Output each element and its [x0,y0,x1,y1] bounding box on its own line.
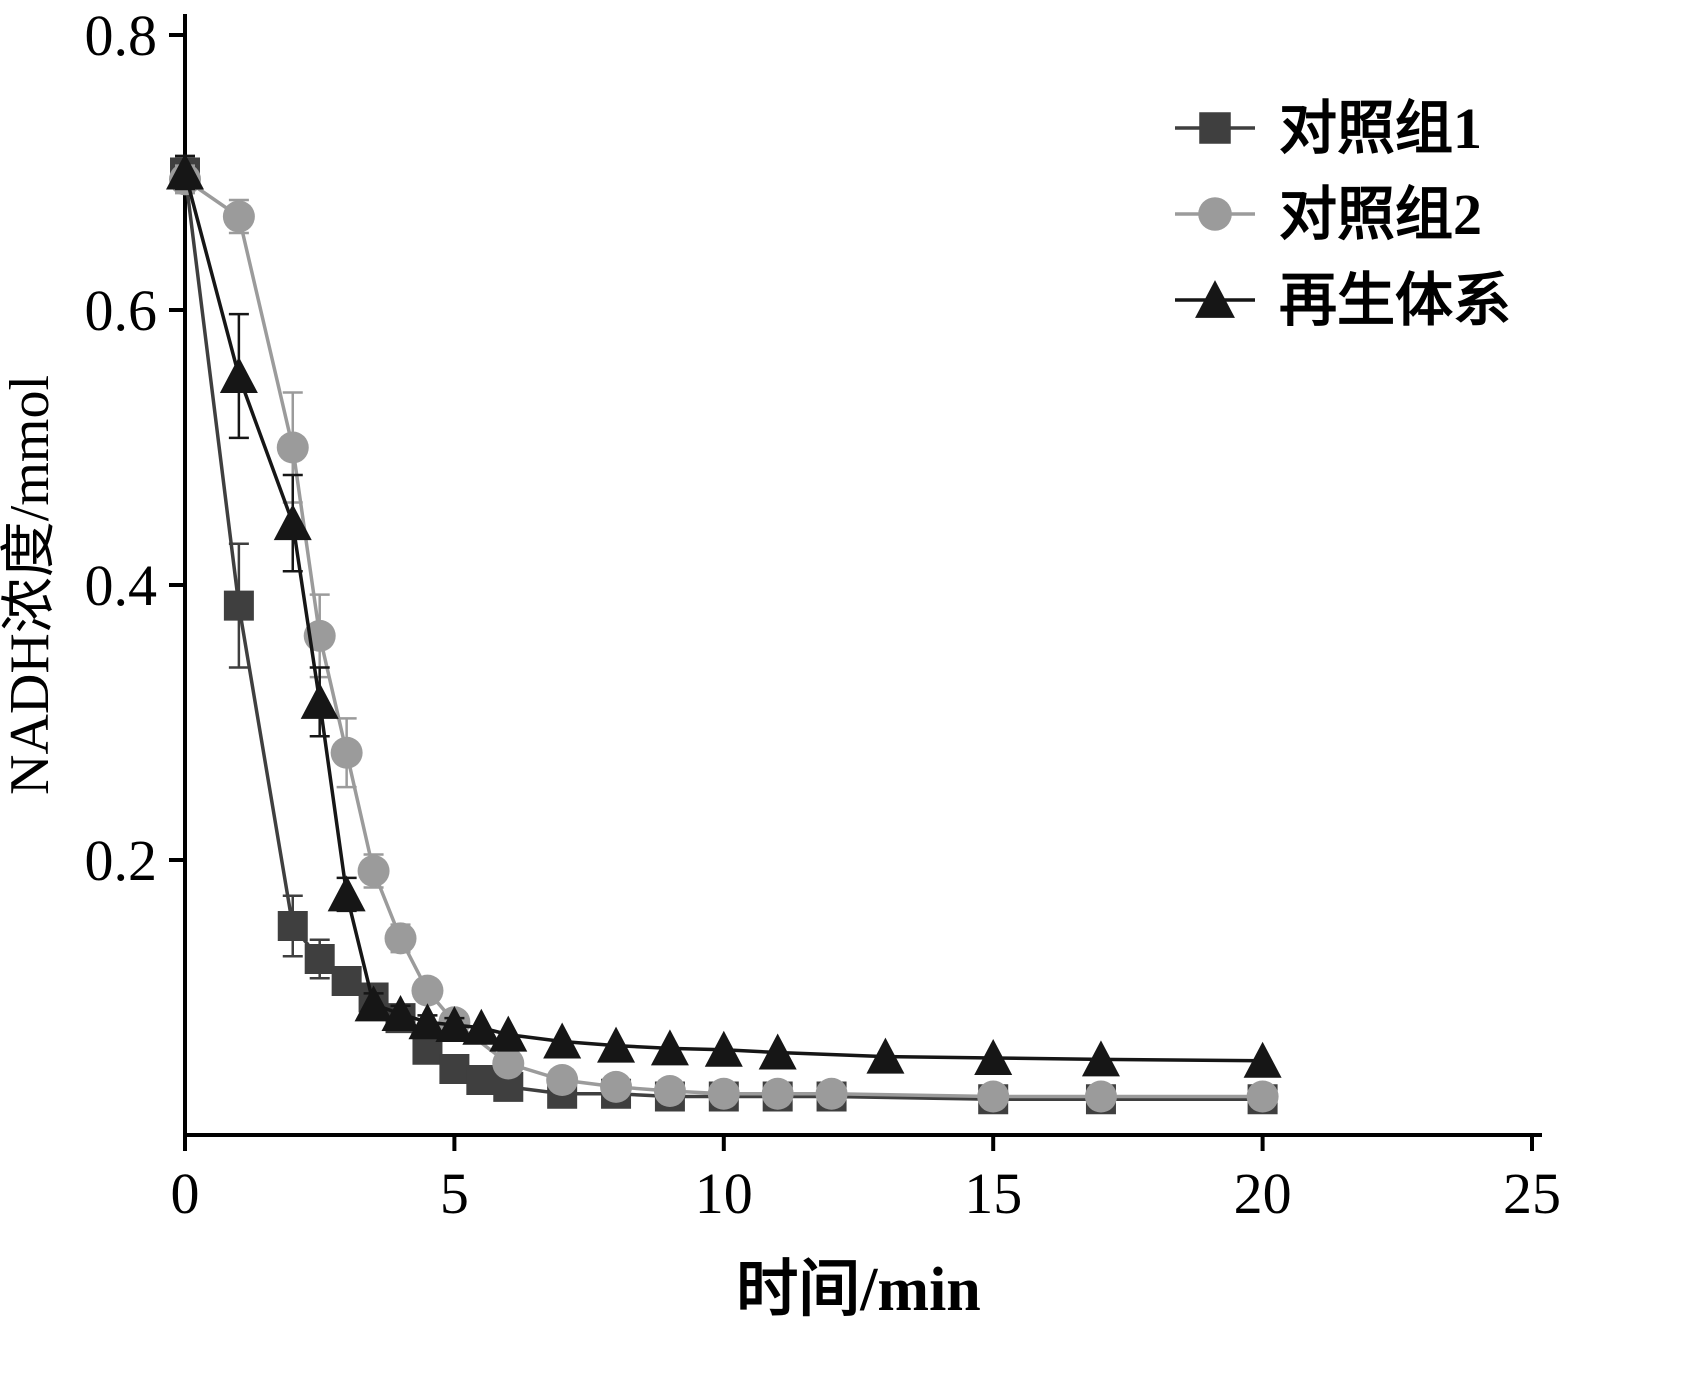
y-axis-label: NADH浓度/mmol [0,375,61,795]
y-tick-label: 0.8 [85,3,158,68]
circle-marker [384,922,417,955]
legend: 对照组1 对照组2 再生体系 [1175,96,1511,333]
circle-marker [653,1075,686,1107]
triangle-marker [408,1003,447,1040]
triangle-marker [1081,1040,1120,1077]
triangle-marker [866,1037,905,1074]
circle-marker [492,1047,525,1080]
triangle-marker [327,875,366,912]
x-axis-label: 时间/min [736,1256,981,1324]
circle-marker [815,1077,848,1110]
legend-label: 对照组2 [1279,182,1482,247]
y-tick-label: 0.2 [85,828,158,893]
series-1 [170,154,1278,1115]
square-marker [223,590,254,621]
x-tick-label: 25 [1503,1161,1561,1226]
x-tick-label: 15 [964,1161,1022,1226]
circle-marker [411,974,444,1007]
triangle-marker [273,504,312,541]
circle-marker [761,1077,794,1110]
series-line [183,172,1263,1101]
circle-marker [546,1064,579,1096]
circle-marker [600,1070,633,1103]
square-marker [277,911,308,941]
y-tick-label: 0.6 [85,278,158,343]
series-line [184,177,1263,1099]
triangle-marker [1243,1041,1282,1078]
square-marker [331,966,362,996]
legend-label: 对照组1 [1279,96,1482,161]
triangle-marker [219,357,258,393]
triangle-marker [435,1006,474,1042]
circle-marker [276,431,309,464]
square-marker [304,944,335,974]
circle-marker [330,736,363,769]
x-tick-label: 10 [695,1161,753,1226]
triangle-marker [974,1039,1013,1075]
circle-marker [357,855,390,887]
square-marker [1199,112,1231,144]
series-line [183,172,1263,1063]
triangle-marker [381,995,420,1031]
circle-marker [1198,197,1232,231]
circle-marker [1084,1080,1117,1113]
y-tick-label: 0.4 [85,553,158,618]
x-tick-label: 0 [171,1161,200,1226]
triangle-marker [462,1008,501,1045]
square-marker [439,1054,470,1084]
circle-marker [222,200,255,233]
series-3 [166,153,1282,1078]
triangle-marker [597,1026,636,1063]
triangle-marker [489,1015,528,1052]
circle-marker [977,1080,1010,1113]
triangle-marker [543,1022,582,1059]
triangle-marker [704,1030,743,1067]
circle-marker [707,1077,740,1110]
triangle-marker [166,153,204,190]
triangle-marker [354,985,393,1022]
circle-marker [1246,1080,1279,1113]
x-tick-label: 5 [440,1161,469,1226]
triangle-marker [300,682,339,719]
x-tick-label: 20 [1234,1161,1292,1226]
triangle-marker [1195,280,1235,318]
legend-label: 再生体系 [1279,268,1511,333]
triangle-marker [758,1033,797,1070]
triangle-marker [650,1029,689,1066]
square-marker [466,1065,497,1095]
